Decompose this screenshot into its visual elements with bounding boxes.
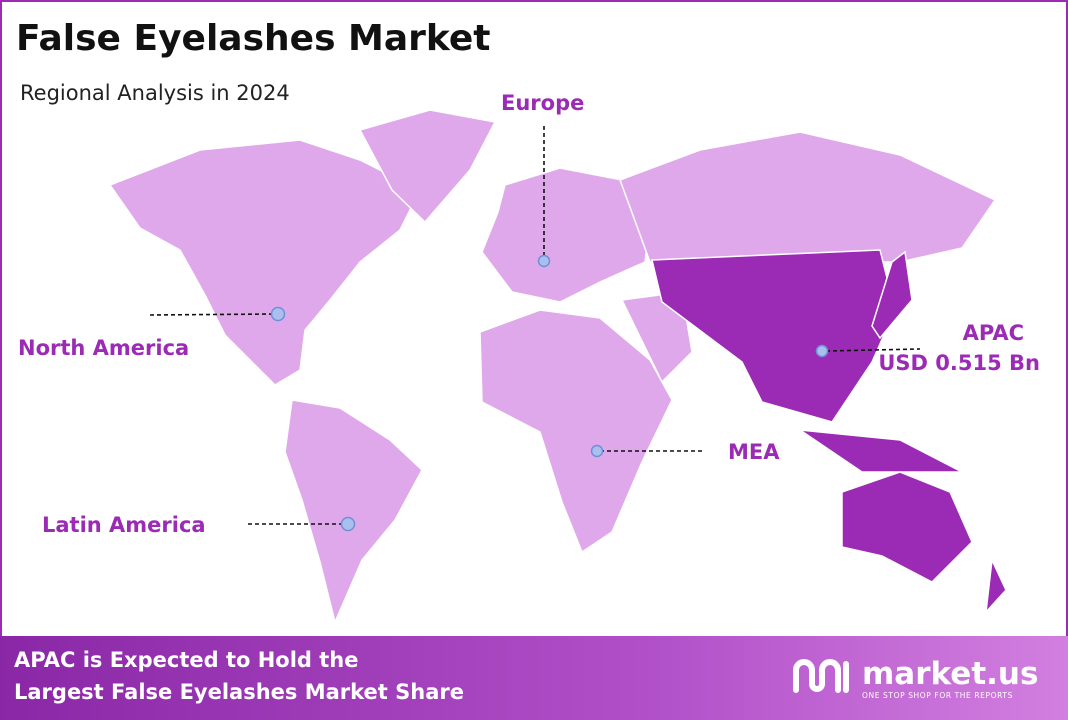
region-value: USD 0.515 Bn	[878, 351, 1040, 375]
leaders	[149, 126, 921, 532]
africa	[479, 309, 673, 554]
logo-icon	[793, 659, 841, 693]
marker-north-america	[270, 306, 286, 322]
region-label: North America	[18, 336, 189, 360]
marker-apac	[815, 344, 829, 358]
islands	[799, 429, 963, 473]
new-zealand	[984, 557, 1007, 615]
region-label: APAC	[963, 321, 1024, 345]
region-label: Latin America	[42, 513, 206, 537]
footer-text: Largest False Eyelashes Market Share	[14, 680, 464, 704]
footer-band	[0, 636, 1068, 720]
logo: market.us ONE STOP SHOP FOR THE REPORTS	[793, 656, 1038, 700]
north-america	[108, 139, 422, 386]
subtitle: Regional Analysis in 2024	[20, 81, 290, 105]
marker-latin-america	[340, 516, 356, 532]
leader-apac	[825, 348, 921, 352]
marker-europe	[537, 254, 551, 268]
world-map	[108, 109, 1007, 625]
japan	[871, 250, 913, 340]
logo-name: market.us	[862, 656, 1038, 692]
region-label: MEA	[728, 440, 780, 464]
greenland	[358, 109, 497, 224]
logo-tagline: ONE STOP SHOP FOR THE REPORTS	[862, 691, 1013, 700]
footer-text: APAC is Expected to Hold the	[14, 648, 359, 672]
australia	[841, 471, 973, 583]
region-label: Europe	[501, 91, 584, 115]
south-america	[284, 399, 423, 625]
marker-mea	[590, 444, 604, 458]
title: False Eyelashes Market	[16, 18, 491, 59]
europe	[481, 167, 653, 303]
